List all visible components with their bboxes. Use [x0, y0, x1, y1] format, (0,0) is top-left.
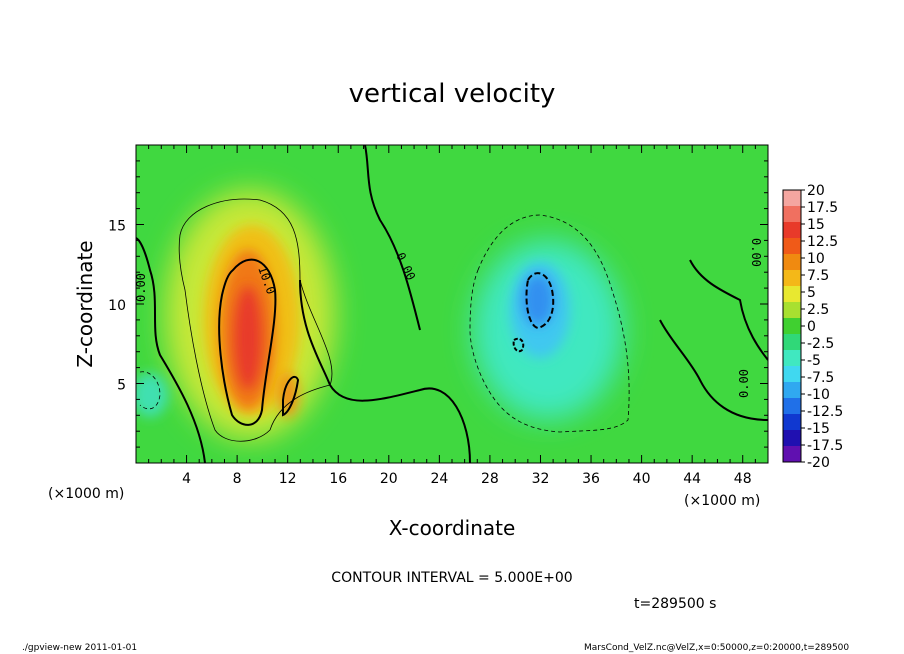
colorbar-swatch — [783, 238, 801, 255]
colorbar-swatch — [783, 350, 801, 367]
colorbar-label: -12.5 — [807, 404, 843, 420]
contour-10-secondary — [282, 375, 300, 417]
zero-contour-right-lower — [659, 319, 768, 421]
x-tick-label: 48 — [734, 471, 752, 487]
y-tick-label: 10 — [108, 298, 126, 314]
colorbar-swatch — [783, 382, 801, 399]
colorbar-swatch — [783, 190, 801, 207]
colorbar-label: 2.5 — [807, 302, 829, 318]
colorbar-swatch — [783, 222, 801, 239]
colorbar-label: 5 — [807, 285, 816, 301]
x-tick-label: 12 — [279, 471, 297, 487]
colorbar-label: 15 — [807, 217, 825, 233]
zero-contour-center — [299, 279, 471, 463]
x-tick-label: 24 — [430, 471, 448, 487]
downdraft-core — [522, 274, 554, 326]
y-axis-ticks: 5 10 15 — [108, 144, 768, 464]
contour-minus-5-left — [139, 371, 161, 410]
x-tick-label: 40 — [633, 471, 651, 487]
contour-5 — [178, 198, 333, 442]
x-axis-ticks: 4 8 12 16 20 24 28 32 36 40 44 48 — [135, 145, 769, 487]
colorbar-label: -10 — [807, 387, 830, 403]
colorbar-swatch — [783, 430, 801, 447]
x-tick-label: 28 — [481, 471, 499, 487]
colorbar-label: -7.5 — [807, 370, 834, 386]
x-tick-label: 8 — [233, 471, 242, 487]
x-tick-label: 16 — [329, 471, 347, 487]
contour-minus-5 — [469, 214, 630, 433]
contour-10 — [218, 258, 277, 426]
updraft-core — [234, 286, 262, 390]
source-info: MarsCond_VelZ.nc@VelZ,x=0:50000,z=0:2000… — [584, 643, 849, 653]
program-info: ./gpview-new 2011-01-01 — [22, 643, 137, 653]
colorbar-label: 10 — [807, 251, 825, 267]
zero-contour-left — [136, 237, 206, 463]
contour-label: 0.00 — [749, 238, 763, 267]
colorbar-swatch — [783, 366, 801, 383]
contour-label: 0.00 — [737, 369, 751, 398]
left-edge-downdraft — [136, 373, 168, 417]
x-axis-unit: (×1000 m) — [684, 493, 760, 509]
contour-minus-10-small — [512, 337, 525, 353]
x-tick-label: 36 — [582, 471, 600, 487]
colorbar-label: 0 — [807, 319, 816, 335]
x-tick-label: 4 — [182, 471, 191, 487]
zero-contour-right — [689, 259, 768, 361]
colorbar-label: 17.5 — [807, 200, 838, 216]
colorbar-label: -15 — [807, 421, 830, 437]
x-tick-label: 44 — [683, 471, 701, 487]
contour-interval-note: CONTOUR INTERVAL = 5.000E+00 — [331, 570, 572, 586]
colorbar-label: 20 — [807, 183, 825, 199]
zero-contour-upper — [364, 145, 421, 331]
contour-minus-10 — [525, 272, 555, 330]
colorbar-swatch — [783, 206, 801, 223]
colorbar-label: -20 — [807, 455, 830, 471]
colorbar-label: 7.5 — [807, 268, 829, 284]
y-tick-label: 5 — [117, 378, 126, 394]
colorbar-swatch — [783, 318, 801, 335]
y-axis-label: Z-coordinate — [73, 240, 97, 367]
contour-label: 0.00 — [134, 273, 148, 302]
y-axis-unit: (×1000 m) — [48, 486, 124, 502]
plot-area — [136, 145, 768, 463]
colorbar-label: 12.5 — [807, 234, 838, 250]
colorbar-swatch — [783, 302, 801, 319]
colorbar-swatch — [783, 334, 801, 351]
x-axis-label: X-coordinate — [389, 516, 516, 540]
colorbar-swatch — [783, 446, 801, 463]
colorbar-label: -5 — [807, 353, 821, 369]
colorbar-swatch — [783, 254, 801, 271]
colorbar-label: -2.5 — [807, 336, 834, 352]
x-tick-label: 20 — [380, 471, 398, 487]
chart-title: vertical velocity — [349, 79, 556, 109]
colorbar-swatch — [783, 270, 801, 287]
y-tick-label: 15 — [108, 219, 126, 235]
colorbar-swatch — [783, 398, 801, 415]
time-stamp: t=289500 s — [634, 596, 716, 612]
colorbar-label: -17.5 — [807, 438, 843, 454]
x-tick-label: 32 — [532, 471, 550, 487]
colorbar-swatch — [783, 286, 801, 303]
colorbar-swatch — [783, 414, 801, 431]
colorbar: 2017.51512.5107.552.50-2.5-5-7.5-10-12.5… — [782, 183, 843, 471]
